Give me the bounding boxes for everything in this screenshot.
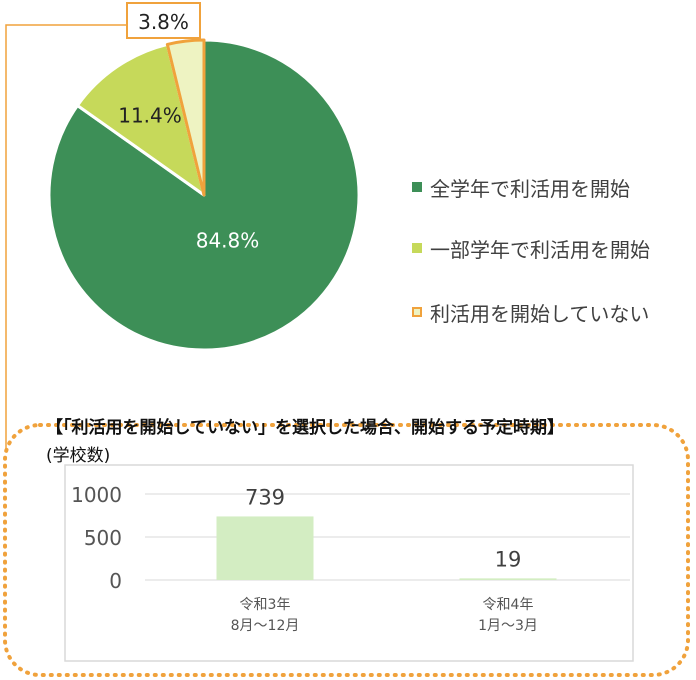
dashed-frame [3, 423, 690, 677]
pie-slice-2 [75, 42, 206, 197]
x-tick-label-1-1: 令和3年 [240, 597, 291, 613]
pie-chart: 84.8% 11.4% [47, 38, 361, 352]
legend-swatch-3 [412, 307, 422, 317]
callout-connector-line [5, 24, 127, 452]
legend-item-1: 全学年で利活用を開始 [412, 172, 630, 202]
bar-value-label-1: 739 [245, 485, 285, 509]
bar-chart-title: 【「利活用を開始していない」を選択した場合、開始する予定時期】 [46, 418, 564, 438]
legend-item-2: 一部学年で利活用を開始 [412, 233, 650, 263]
x-tick-label-2-2: 1月～3月 [478, 618, 538, 634]
y-tick-label-0: 0 [109, 569, 122, 593]
legend-item-3: 利活用を開始していない [412, 297, 649, 327]
legend-swatch-1 [412, 182, 422, 192]
legend-label-3: 利活用を開始していない [430, 301, 650, 326]
slice-label-1: 84.8% [196, 228, 260, 252]
bar-chart: 0 500 1000 739 令和3年 8月～12月 19 令和4年 1月～3月 [64, 464, 634, 662]
legend-label-1: 全学年で利活用を開始 [430, 176, 630, 201]
x-tick-label-1-2: 8月～12月 [231, 618, 300, 634]
bar-2 [459, 578, 557, 580]
x-tick-label-2-1: 令和4年 [483, 597, 534, 613]
legend-label-2: 一部学年で利活用を開始 [430, 237, 650, 262]
pie-slice-3 [165, 38, 206, 197]
slice-label-2: 11.4% [118, 104, 182, 128]
bar-chart-subtitle: (学校数) [46, 446, 111, 466]
y-tick-label-1000: 1000 [71, 483, 122, 507]
legend-swatch-2 [412, 243, 422, 253]
slice-label-3: 3.8% [138, 10, 189, 34]
bar-value-label-2: 19 [495, 547, 522, 571]
bar-plot-area [64, 464, 634, 662]
y-tick-label-500: 500 [84, 526, 122, 550]
bar-1 [216, 516, 314, 580]
callout-box [126, 2, 201, 39]
